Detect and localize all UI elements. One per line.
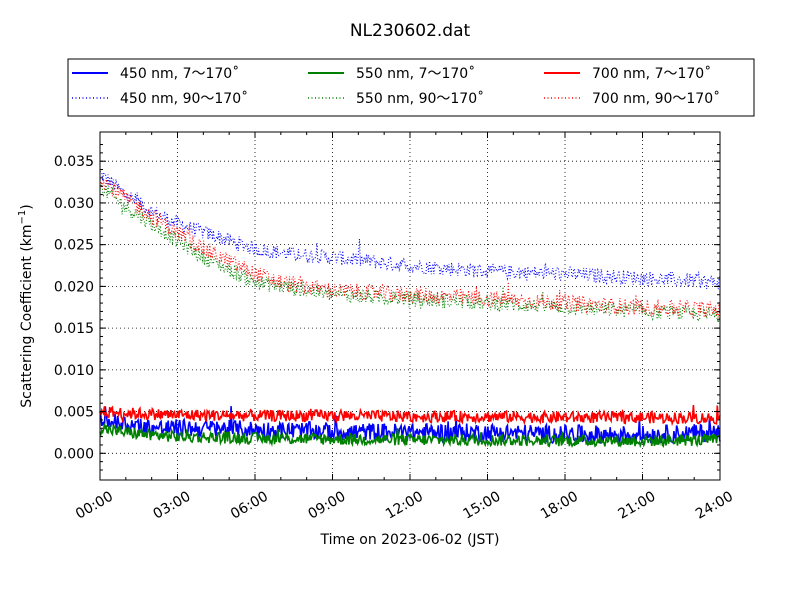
y-tick-label: 0.020: [54, 279, 94, 295]
y-tick-label: 0.000: [54, 446, 94, 462]
legend-label-3: 550 nm, 90～170˚: [356, 90, 484, 107]
legend: 450 nm, 7～170˚ 550 nm, 7～170˚ 700 nm, 7～17…: [72, 65, 720, 107]
legend-box: [67, 58, 755, 117]
y-tick-label: 0.030: [54, 196, 94, 212]
x-axis-label: Time on 2023-06-02 (JST): [320, 532, 500, 548]
legend-label-1: 450 nm, 90～170˚: [120, 90, 248, 107]
y-tick-label: 0.015: [54, 321, 94, 337]
y-axis: 0.000 0.005 0.010 0.015 0.020 0.025 0.030 0.035: [54, 144, 720, 471]
legend-label-2: 550 nm, 7～170˚: [356, 65, 475, 82]
legend-label-5: 700 nm, 90～170˚: [592, 90, 720, 107]
legend-label-4: 700 nm, 7～170˚: [592, 65, 711, 82]
y-axis-label: Scattering Coefficient (km−1): [17, 204, 35, 408]
y-axis-label-close: ): [19, 204, 35, 209]
legend-label-0: 450 nm, 7～170˚: [120, 65, 239, 82]
y-tick-label: 0.010: [54, 363, 94, 379]
y-tick-label: 0.005: [54, 405, 94, 421]
y-tick-label: 0.035: [54, 154, 94, 170]
series-line-4: [99, 405, 721, 427]
y-axis-label-main: Scattering Coefficient (km: [19, 224, 35, 407]
y-axis-label-exponent: −1: [17, 210, 28, 225]
grid: [99, 132, 721, 480]
series-group: [99, 171, 721, 449]
series-line-2: [99, 422, 721, 449]
chart-title: NL230602.dat: [350, 21, 471, 41]
y-tick-label: 0.025: [54, 238, 94, 254]
